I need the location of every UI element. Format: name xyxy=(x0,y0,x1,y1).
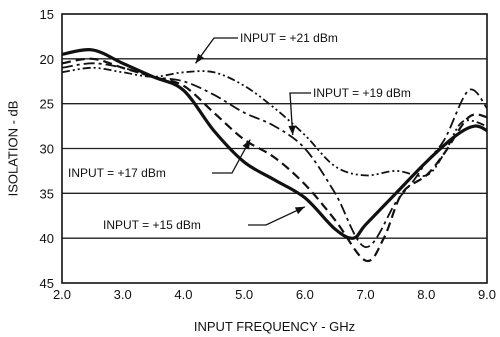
x-axis-label: INPUT FREQUENCY - GHz xyxy=(194,319,355,334)
y-tick-label: 45 xyxy=(40,276,54,291)
y-tick-label: 30 xyxy=(40,142,54,157)
x-tick-label: 2.0 xyxy=(53,287,71,302)
y-tick-label: 35 xyxy=(40,186,54,201)
x-tick-label: 5.0 xyxy=(235,287,253,302)
annotation-arrowhead xyxy=(242,139,251,150)
annotation-leader xyxy=(248,206,306,226)
series-line-0 xyxy=(61,66,488,177)
y-tick-label: 20 xyxy=(40,52,54,67)
x-tick-label: 3.0 xyxy=(114,287,132,302)
x-tick-label: 7.0 xyxy=(357,287,375,302)
plot-frame xyxy=(61,13,488,284)
series-lines xyxy=(61,48,488,263)
annotation-arrowhead xyxy=(288,125,296,136)
y-tick-label: 25 xyxy=(40,97,54,112)
grid xyxy=(62,58,487,239)
annotation-label: INPUT = +17 dBm xyxy=(68,166,166,180)
x-tick-label: 6.0 xyxy=(296,287,314,302)
series-line-3 xyxy=(61,48,488,240)
annotation-label: INPUT = +15 dBm xyxy=(103,218,201,232)
x-tick-label: 8.0 xyxy=(417,287,435,302)
annotation-arrowhead xyxy=(195,53,205,64)
y-tick-label: 15 xyxy=(40,7,54,22)
annotation-label: INPUT = +21 dBm xyxy=(240,31,338,45)
y-tick-label: 40 xyxy=(40,231,54,246)
annotation-leader xyxy=(289,92,311,136)
y-axis-label: ISOLATION - dB xyxy=(5,101,20,197)
annotation-arrowhead xyxy=(294,206,305,215)
annotations: INPUT = +21 dBm INPUT = +19 dBm INPUT = +1… xyxy=(68,31,411,232)
x-tick-label: 9.0 xyxy=(478,287,496,302)
annotation-leader xyxy=(212,139,251,174)
y-tick-labels: 15 20 25 30 35 40 45 xyxy=(40,7,54,291)
annotation-leader xyxy=(195,37,238,64)
x-tick-label: 4.0 xyxy=(174,287,192,302)
annotation-label: INPUT = +19 dBm xyxy=(313,86,411,100)
x-tick-labels: 2.0 3.0 4.0 5.0 6.0 7.0 8.0 9.0 xyxy=(53,287,496,302)
